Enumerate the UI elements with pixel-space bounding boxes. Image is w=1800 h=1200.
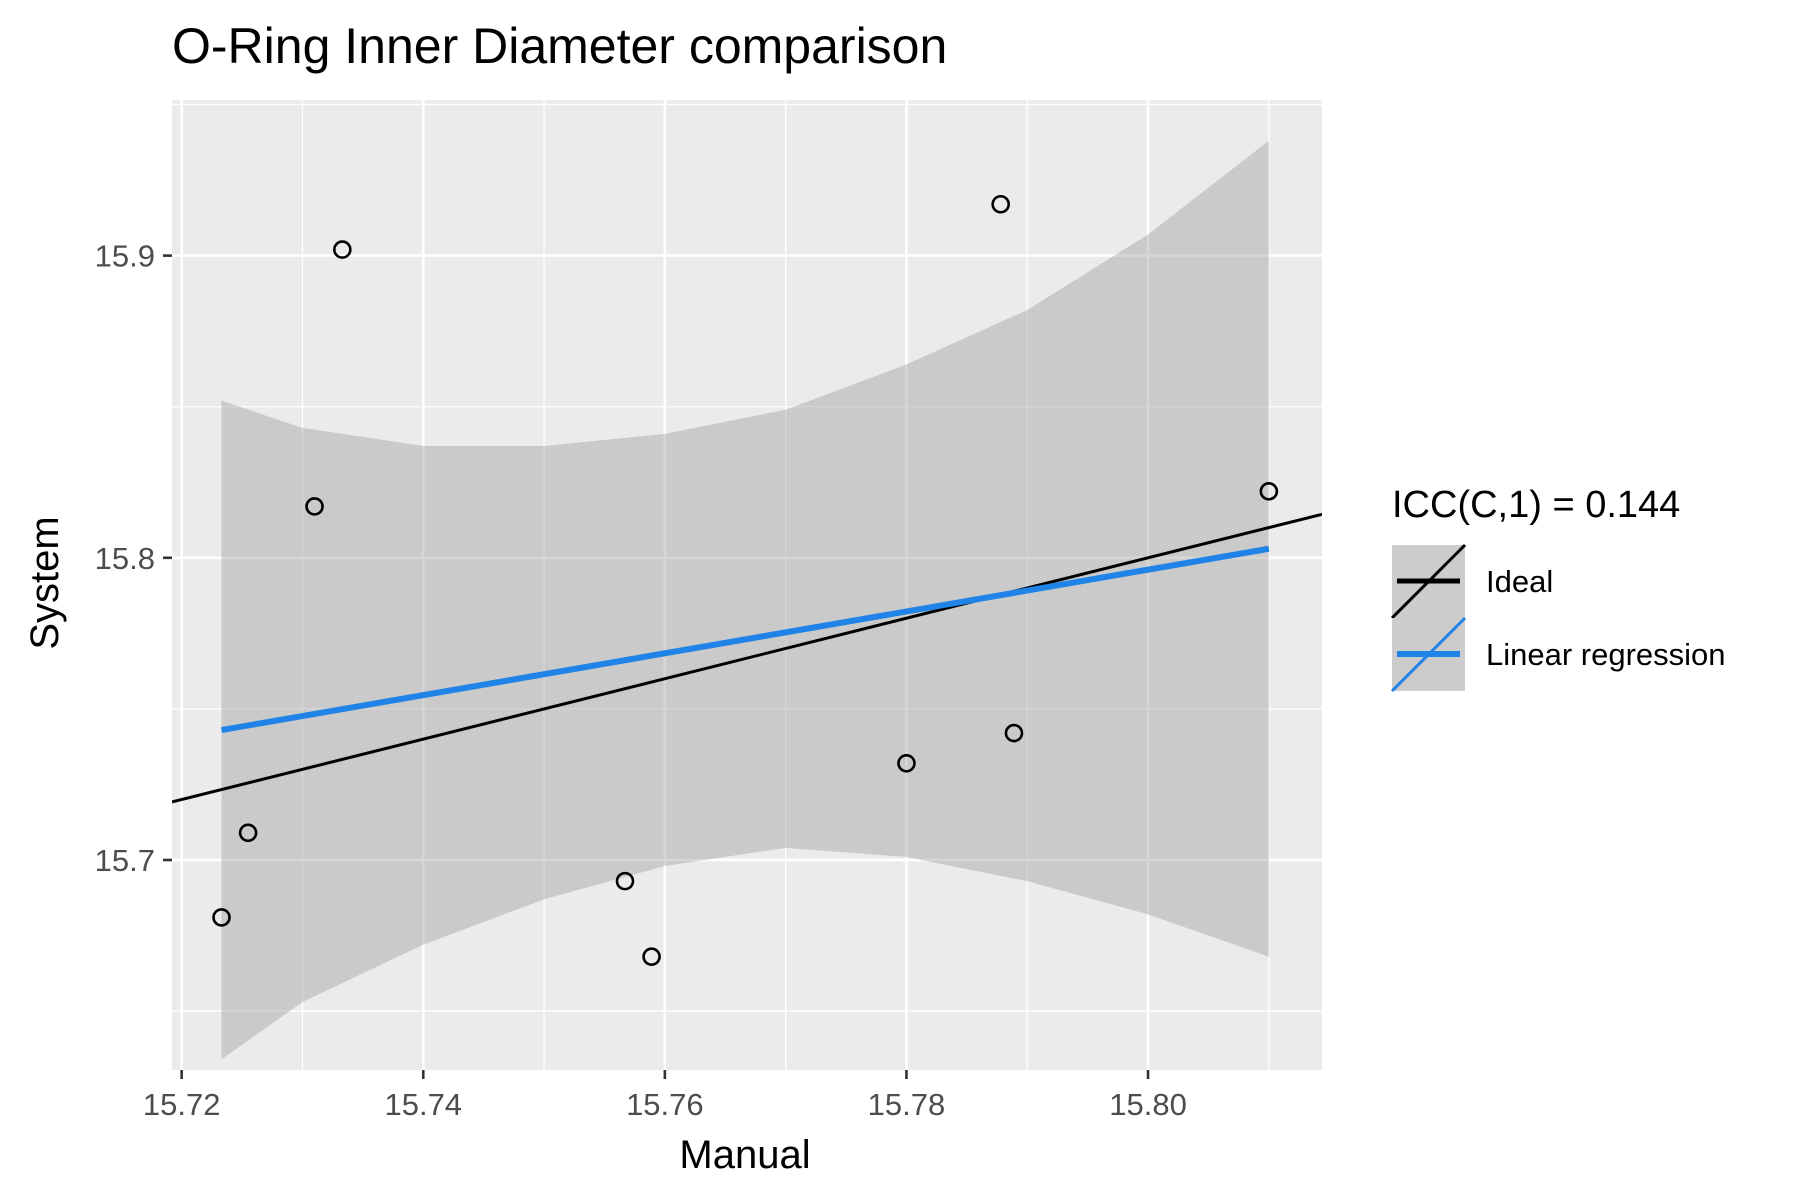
legend-label-regression: Linear regression (1486, 637, 1726, 672)
y-tick-label: 15.9 (95, 239, 155, 274)
plot-layers (172, 140, 1322, 1060)
data-point (305, 497, 324, 516)
x-tick-label: 15.78 (868, 1087, 946, 1122)
y-tick-label: 15.7 (95, 843, 155, 878)
regression-line (221, 545, 1270, 734)
y-axis-title: System (23, 516, 67, 649)
plot-panel (172, 100, 1322, 1070)
legend: ICC(C,1) = 0.144 Ideal Linear regression (1390, 484, 1726, 693)
confidence-band (221, 140, 1269, 1060)
y-tick-label: 15.8 (95, 541, 155, 576)
x-tick-label: 15.76 (626, 1087, 704, 1122)
data-point (1259, 482, 1279, 501)
chart-title: O-Ring Inner Diameter comparison (172, 18, 947, 74)
x-tick-label: 15.72 (143, 1087, 221, 1122)
data-point (1004, 723, 1024, 743)
x-tick-label: 15.74 (384, 1087, 462, 1122)
data-point (212, 908, 231, 927)
x-tick-label: 15.80 (1109, 1087, 1187, 1122)
data-point (991, 194, 1010, 214)
data-point (615, 871, 635, 891)
panel-background (172, 100, 1322, 1070)
ideal-line (172, 512, 1322, 804)
legend-title: ICC(C,1) = 0.144 (1392, 484, 1680, 526)
data-point (642, 947, 661, 966)
data-point (897, 753, 916, 773)
data-point (238, 823, 258, 843)
legend-label-ideal: Ideal (1486, 564, 1553, 599)
data-point (333, 240, 352, 259)
x-axis-title: Manual (679, 1133, 810, 1177)
